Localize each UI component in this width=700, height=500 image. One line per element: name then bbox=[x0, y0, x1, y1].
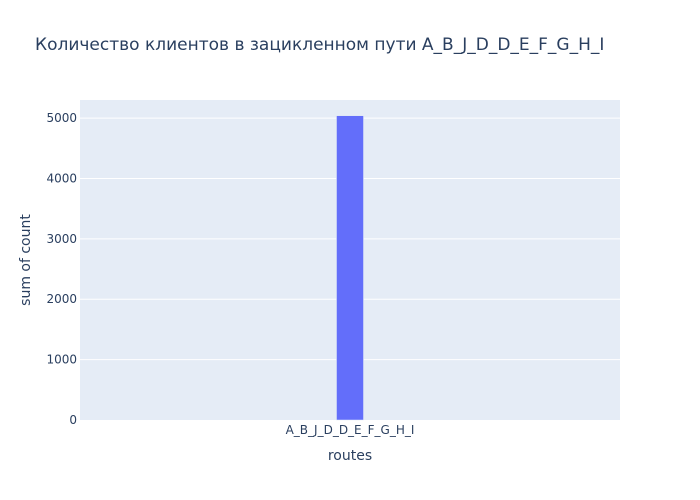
y-axis-title: sum of count bbox=[18, 214, 34, 306]
y-tick-label: 3000 bbox=[46, 232, 77, 246]
x-axis-title: routes bbox=[328, 448, 372, 464]
y-tick-label: 1000 bbox=[46, 353, 77, 367]
y-tick-label: 2000 bbox=[46, 292, 77, 306]
bars bbox=[336, 115, 364, 421]
y-tick-label: 0 bbox=[69, 413, 77, 427]
y-tick-label: 5000 bbox=[46, 111, 77, 125]
y-axis-ticks: 0 1000 2000 3000 4000 5000 bbox=[46, 111, 77, 427]
bar-A_B_J_D_D_E_F_G_H_I bbox=[336, 115, 364, 421]
x-axis-ticks: A_B_J_D_D_E_F_G_H_I bbox=[286, 423, 415, 437]
y-tick-label: 4000 bbox=[46, 171, 77, 185]
x-tick-label: A_B_J_D_D_E_F_G_H_I bbox=[286, 423, 415, 437]
chart-title: Количество клиентов в зацикленном пути A… bbox=[35, 35, 604, 55]
